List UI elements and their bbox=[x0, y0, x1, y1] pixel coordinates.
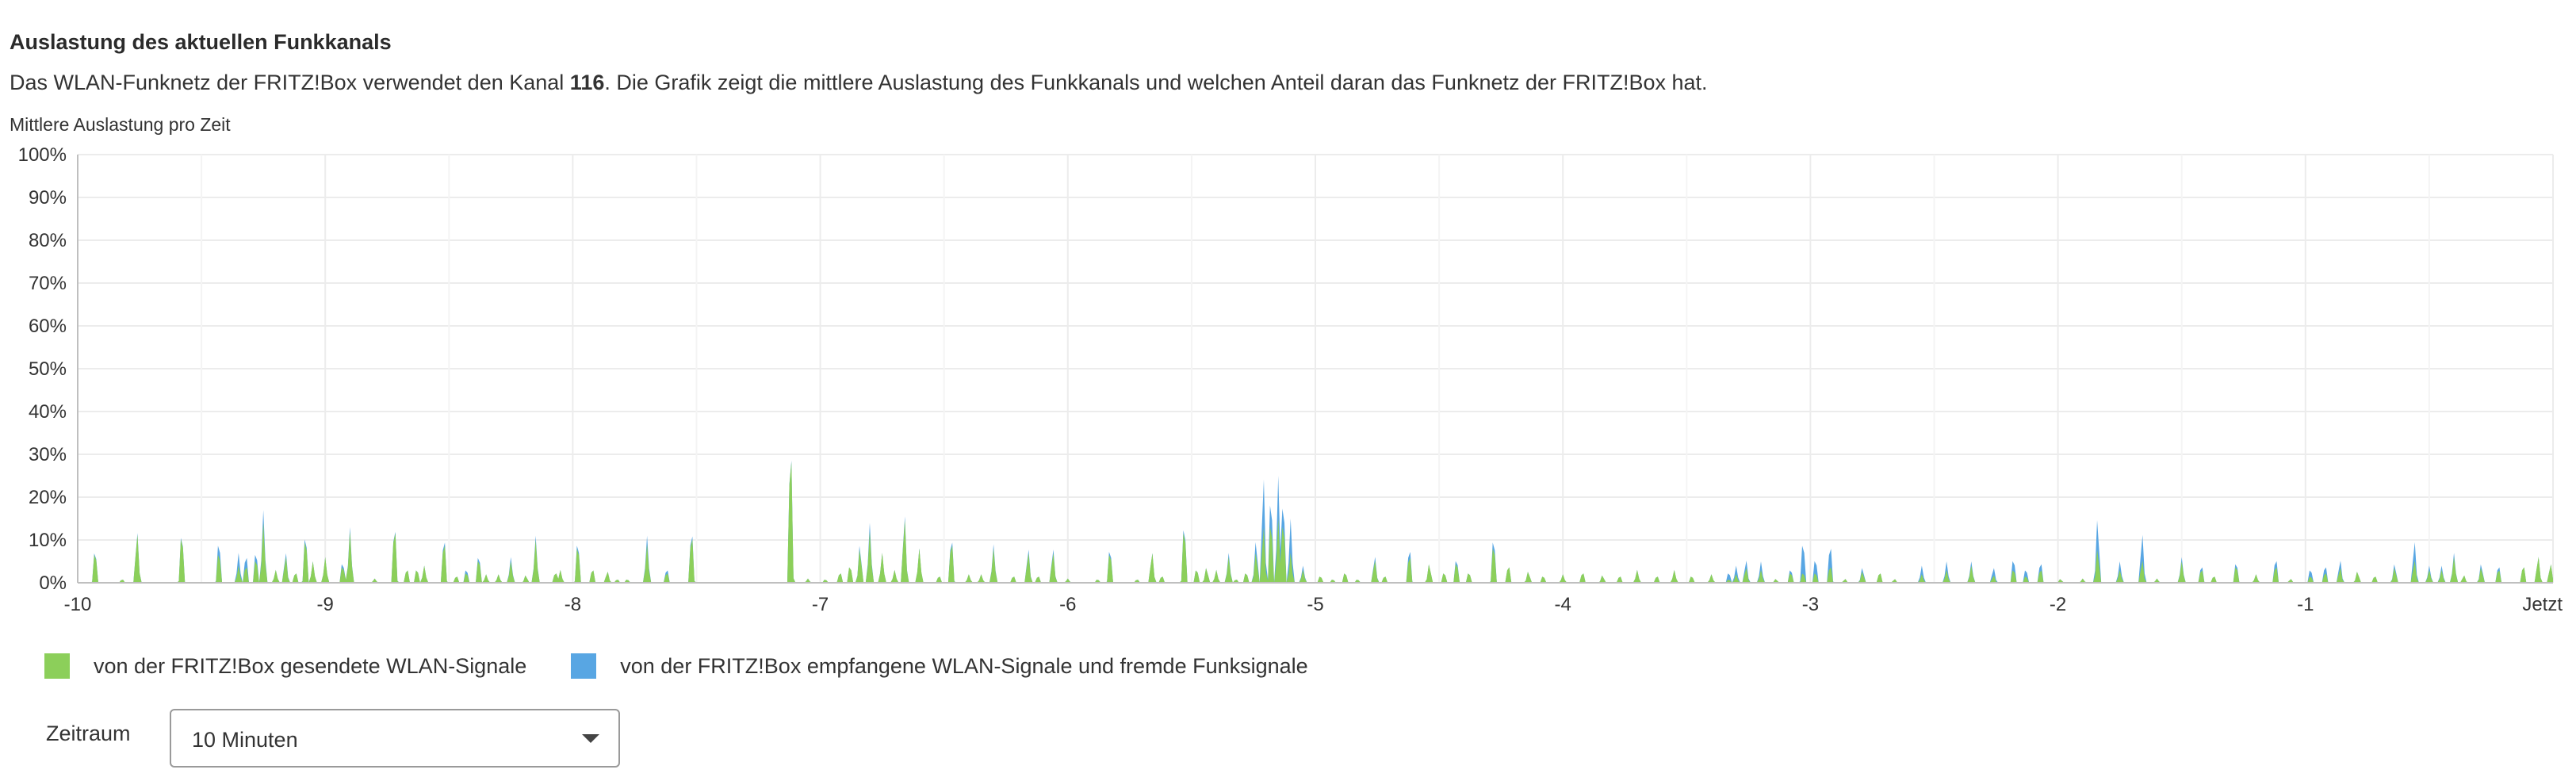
y-tick-label: 80% bbox=[29, 230, 67, 251]
x-tick-label: -4 bbox=[1555, 594, 1571, 615]
zeitraum-label: Zeitraum bbox=[46, 722, 131, 745]
chart-axes bbox=[77, 155, 2553, 584]
y-tick-label: 10% bbox=[29, 530, 67, 551]
chart-legend: von der FRITZ!Box gesendete WLAN-Signale… bbox=[44, 650, 1353, 682]
x-tick-label: -10 bbox=[64, 594, 92, 615]
chart-areas bbox=[78, 460, 2553, 583]
x-axis-ticks: -10 -9 -8 -7 -6 -5 -4 -3 -2 -1 Jetzt bbox=[64, 594, 2563, 615]
zeitraum-select[interactable]: 10 Minuten bbox=[170, 709, 620, 768]
y-tick-label: 100% bbox=[18, 144, 67, 166]
series-area-sent bbox=[78, 461, 2553, 583]
zeitraum-selected-value: 10 Minuten bbox=[192, 728, 298, 752]
x-tick-label: -1 bbox=[2297, 594, 2314, 615]
channel-description: Das WLAN-Funknetz der FRITZ!Box verwende… bbox=[10, 71, 1708, 95]
x-tick-label: Jetzt bbox=[2522, 594, 2563, 615]
y-axis-ticks: 0% 10% 20% 30% 40% 50% 60% 70% 80% 90% 100% bbox=[18, 144, 67, 594]
utilization-chart: 0%10%20%30%40%50%60%70%80%90%100% -10 -9-… bbox=[18, 144, 2563, 615]
y-tick-label: 50% bbox=[29, 358, 67, 380]
x-tick-label: -2 bbox=[2050, 594, 2066, 615]
y-tick-label: 70% bbox=[29, 273, 67, 294]
x-tick-label: -5 bbox=[1307, 594, 1323, 615]
channel-number: 116 bbox=[569, 71, 605, 94]
legend-swatch-green bbox=[44, 653, 70, 679]
legend-swatch-blue bbox=[571, 653, 597, 679]
chart-title: Mittlere Auslastung pro Zeit bbox=[10, 114, 231, 135]
x-tick-label: -7 bbox=[812, 594, 829, 615]
legend-item-sent: von der FRITZ!Box gesendete WLAN-Signale bbox=[44, 653, 526, 679]
y-tick-label: 60% bbox=[29, 316, 67, 337]
description-after: . Die Grafik zeigt die mittlere Auslastu… bbox=[604, 71, 1708, 94]
y-tick-label: 90% bbox=[29, 187, 67, 209]
legend-label-received: von der FRITZ!Box empfangene WLAN-Signal… bbox=[620, 653, 1308, 678]
x-tick-label: -6 bbox=[1059, 594, 1076, 615]
chevron-down-icon bbox=[582, 734, 599, 743]
y-tick-label: 0% bbox=[39, 572, 67, 594]
legend-label-sent: von der FRITZ!Box gesendete WLAN-Signale bbox=[94, 653, 527, 678]
x-tick-label: -3 bbox=[1802, 594, 1819, 615]
legend-item-received: von der FRITZ!Box empfangene WLAN-Signal… bbox=[571, 653, 1308, 679]
chart-grid bbox=[77, 154, 2554, 584]
y-tick-label: 40% bbox=[29, 401, 67, 423]
x-tick-label: -9 bbox=[317, 594, 334, 615]
description-before: Das WLAN-Funknetz der FRITZ!Box verwende… bbox=[10, 71, 570, 94]
x-tick-label: -8 bbox=[565, 594, 581, 615]
y-tick-label: 20% bbox=[29, 487, 67, 508]
section-heading: Auslastung des aktuellen Funkkanals bbox=[10, 30, 392, 54]
y-tick-label: 30% bbox=[29, 444, 67, 465]
